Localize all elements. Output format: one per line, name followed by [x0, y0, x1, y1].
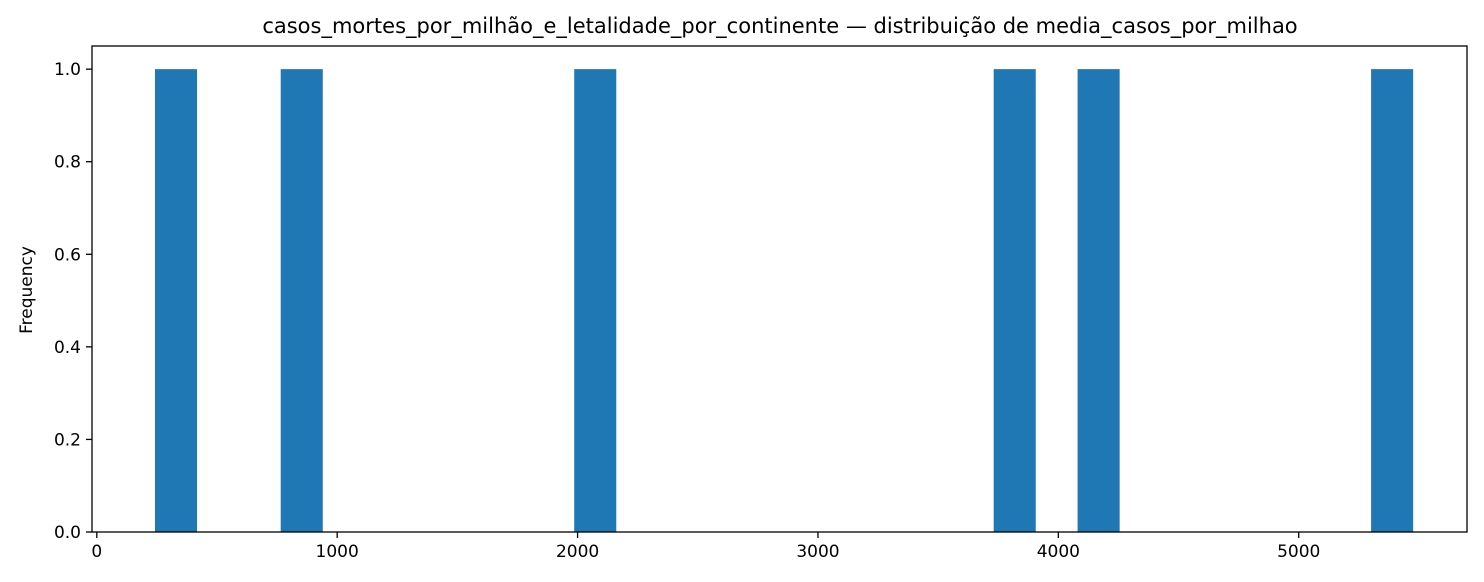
- plot-frame: [91, 45, 1468, 533]
- bars-group: [154, 69, 1414, 533]
- y-tick-label: 1.0: [54, 60, 81, 80]
- x-tick-label: 4000: [1037, 542, 1080, 562]
- x-tick-label: 0: [91, 542, 102, 562]
- y-axis-ticks: 0.0 0.2 0.4 0.6 0.8 1.0: [54, 60, 92, 543]
- histogram-bar-4: [993, 69, 1036, 533]
- y-tick-label: 0.6: [54, 245, 81, 265]
- x-tick-label: 1000: [316, 542, 359, 562]
- y-tick-label: 0.8: [54, 153, 81, 173]
- chart-title: casos_mortes_por_milhão_e_letalidade_por…: [262, 14, 1297, 39]
- histogram-bar-5: [1077, 69, 1120, 533]
- x-tick-label: 2000: [556, 542, 599, 562]
- histogram-bar-3: [574, 69, 617, 533]
- y-axis-label: Frequency: [17, 246, 37, 334]
- histogram-bar-1: [154, 69, 198, 533]
- y-tick-label: 0.0: [54, 523, 81, 543]
- histogram-bar-6: [1371, 69, 1414, 533]
- histogram-bar-2: [280, 69, 323, 533]
- x-tick-label: 5000: [1277, 542, 1320, 562]
- x-axis-ticks: 0 1000 2000 3000 4000 5000: [91, 532, 1320, 562]
- y-tick-label: 0.2: [54, 430, 81, 450]
- y-tick-label: 0.4: [54, 338, 81, 358]
- x-tick-label: 3000: [796, 542, 839, 562]
